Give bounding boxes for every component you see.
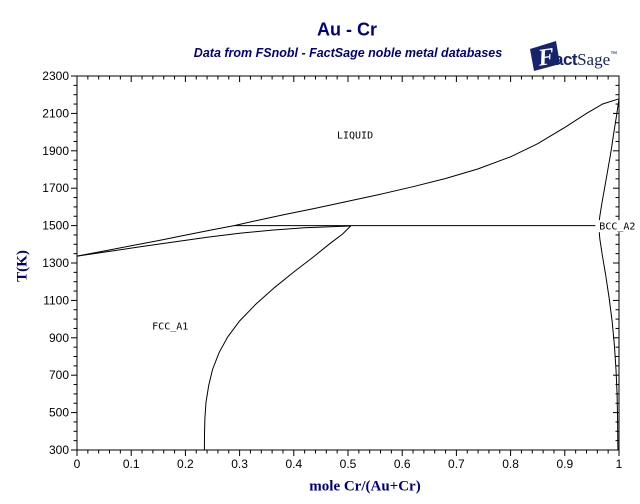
x-tick-label: 1	[616, 457, 623, 471]
y-tick-label: 1700	[42, 181, 69, 195]
page-title: Au - Cr	[317, 19, 377, 40]
factsage-flag-icon: F	[527, 40, 561, 72]
x-tick-label: 0.6	[394, 457, 411, 471]
y-tick-label: 1500	[42, 219, 69, 233]
curve-liquidus	[76, 98, 620, 257]
factsage-logo: F act Sage ™	[527, 40, 617, 72]
page-subtitle: Data from FSnobl - FactSage noble metal …	[193, 46, 503, 60]
factsage-logo-act: act	[554, 50, 578, 69]
y-tick-label: 1300	[42, 256, 69, 270]
region-label-fcc_a1: FCC_A1	[152, 322, 188, 333]
x-tick-label: 0.1	[123, 457, 140, 471]
x-tick-label: 0.9	[556, 457, 573, 471]
y-tick-label: 900	[49, 331, 69, 345]
y-axis-label: T(K)	[14, 250, 31, 282]
factsage-logo-f: F	[536, 44, 556, 72]
x-tick-label: 0.4	[285, 457, 302, 471]
x-tick-label: 0.2	[177, 457, 194, 471]
x-tick-label: 0	[74, 457, 81, 471]
region-label-liquid: LIQUID	[337, 130, 373, 141]
y-tick-label: 1100	[43, 293, 69, 307]
y-tick-label: 2100	[42, 106, 69, 120]
y-tick-label: 700	[49, 368, 69, 382]
region-label-bcc_a2: BCC_A2	[599, 222, 635, 233]
y-tick-label: 2300	[42, 69, 69, 83]
x-tick-label: 0.3	[231, 457, 248, 471]
trademark-icon: ™	[610, 51, 618, 58]
x-tick-label: 0.7	[448, 457, 465, 471]
x-tick-label: 0.5	[340, 457, 357, 471]
y-tick-label: 300	[49, 443, 69, 457]
x-axis-label: mole Cr/(Au+Cr)	[309, 478, 421, 495]
region-label-bg-bcc_a2	[595, 220, 640, 233]
y-tick-label: 500	[49, 406, 69, 420]
x-tick-label: 0.8	[502, 457, 519, 471]
curve-fcc-solvus	[203, 225, 352, 451]
curve-fcc-solidus	[76, 225, 351, 257]
curve-bcc-solvus	[598, 98, 620, 451]
factsage-logo-sage: Sage	[577, 50, 611, 69]
y-tick-label: 1900	[42, 144, 69, 158]
